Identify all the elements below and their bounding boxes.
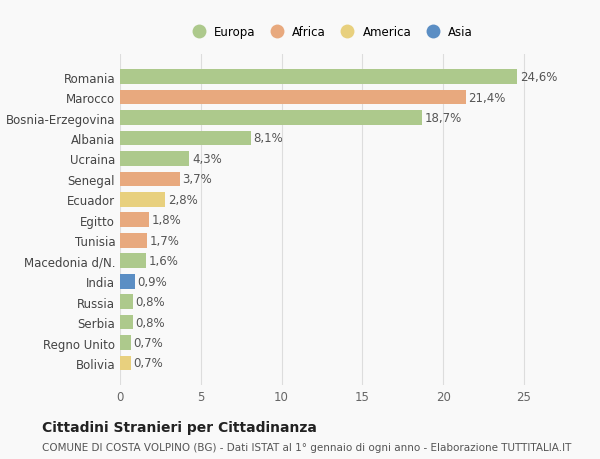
Text: 21,4%: 21,4% (468, 91, 505, 104)
Bar (120, 111, 422, 126)
Bar (120, 274, 134, 289)
Text: 0,8%: 0,8% (136, 296, 165, 308)
Text: 0,7%: 0,7% (134, 357, 163, 369)
Bar (120, 172, 180, 187)
Text: COMUNE DI COSTA VOLPINO (BG) - Dati ISTAT al 1° gennaio di ogni anno - Elaborazi: COMUNE DI COSTA VOLPINO (BG) - Dati ISTA… (42, 442, 571, 452)
Text: 0,9%: 0,9% (137, 275, 167, 288)
Text: 8,1%: 8,1% (253, 132, 283, 145)
Legend: Europa, Africa, America, Asia: Europa, Africa, America, Asia (182, 21, 478, 44)
Text: Cittadini Stranieri per Cittadinanza: Cittadini Stranieri per Cittadinanza (42, 420, 317, 434)
Text: 1,6%: 1,6% (148, 255, 178, 268)
Text: 0,8%: 0,8% (136, 316, 165, 329)
Bar (120, 213, 149, 228)
Bar (120, 336, 131, 350)
Text: 18,7%: 18,7% (424, 112, 462, 125)
Bar (120, 152, 190, 167)
Text: 0,7%: 0,7% (134, 336, 163, 349)
Bar (120, 233, 148, 248)
Bar (120, 315, 133, 330)
Bar (120, 193, 165, 207)
Text: 3,7%: 3,7% (182, 173, 212, 186)
Text: 24,6%: 24,6% (520, 71, 557, 84)
Bar (120, 70, 517, 85)
Bar (120, 295, 133, 309)
Bar (120, 356, 131, 370)
Bar (120, 131, 251, 146)
Text: 2,8%: 2,8% (167, 193, 197, 207)
Bar (120, 90, 466, 105)
Text: 1,8%: 1,8% (151, 214, 181, 227)
Text: 1,7%: 1,7% (150, 234, 180, 247)
Text: 4,3%: 4,3% (192, 152, 221, 166)
Bar (120, 254, 146, 269)
